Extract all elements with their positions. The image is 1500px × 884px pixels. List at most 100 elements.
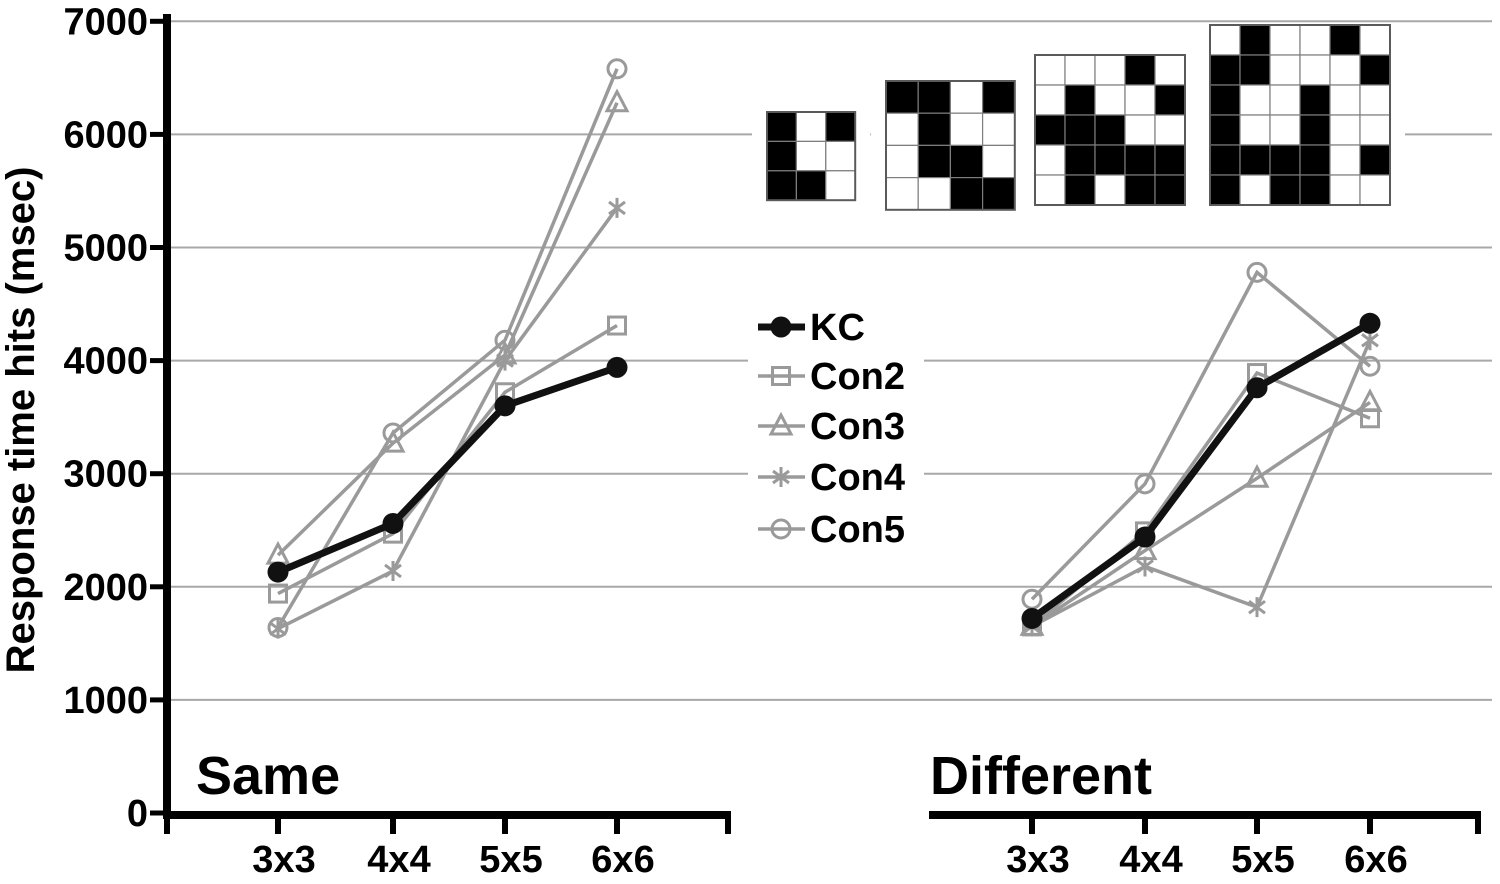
- x-axis-panel-1: [929, 811, 1481, 819]
- marker-Con5-4x4: [382, 422, 404, 444]
- stimulus-cell: [1064, 54, 1096, 86]
- y-tick-4000: [150, 358, 163, 364]
- legend-entry-Con5: Con5: [758, 509, 905, 551]
- stimulus-grid-3x3-checkerboard: [766, 111, 857, 202]
- stimulus-grid-6x6-checkerboard: [1209, 24, 1391, 206]
- stimulus-cell: [949, 80, 984, 114]
- stimulus-cell: [1209, 174, 1241, 206]
- stimulus-cell: [1154, 144, 1186, 176]
- legend-background: [748, 302, 924, 554]
- marker-Con4-6x6: [608, 197, 626, 218]
- stimulus-cell: [1269, 174, 1301, 206]
- stimulus-cell: [1034, 84, 1066, 116]
- marker-Con4-4x4: [384, 560, 402, 581]
- x-tick-label-3x3-panel-1: 3x3: [1006, 839, 1069, 879]
- legend-entry-Con4: Con4: [758, 457, 905, 499]
- stimulus-cell: [1124, 84, 1156, 116]
- stimulus-cell: [949, 177, 984, 211]
- stimulus-cell: [1154, 54, 1186, 86]
- stimulus-cell: [1359, 84, 1391, 116]
- marker-Con4-4x4: [1136, 556, 1154, 577]
- legend-entry-KC: KC: [758, 307, 865, 349]
- x-axis-panel-0: [164, 811, 731, 819]
- stimulus-cell: [1299, 144, 1331, 176]
- marker-KC-3x3: [267, 561, 289, 583]
- series-line-Con3: [276, 102, 619, 557]
- stimulus-cell: [1239, 174, 1271, 206]
- marker-Con4-5x5: [496, 350, 514, 371]
- stimulus-cell: [1269, 24, 1301, 56]
- stimulus-cell: [795, 170, 827, 201]
- x-tick: [164, 819, 170, 834]
- stimulus-cell: [1124, 144, 1156, 176]
- stimulus-cell: [949, 112, 984, 146]
- stimulus-cell: [1239, 114, 1271, 146]
- stimulus-cell: [795, 111, 827, 142]
- stimulus-cell: [981, 112, 1016, 146]
- series-Con4-different: [1023, 330, 1379, 637]
- stimulus-cell: [1269, 144, 1301, 176]
- marker-Con2-3x3: [268, 583, 288, 604]
- stimulus-border: [766, 111, 857, 202]
- stimulus-cell: [1299, 54, 1331, 86]
- series-line-Con3: [1031, 400, 1371, 628]
- stimulus-cell: [1034, 114, 1066, 146]
- stimulus-cell: [885, 80, 919, 114]
- y-tick-1000: [150, 697, 163, 703]
- series-line-Con5: [1030, 269, 1372, 601]
- marker-Con5-3x3: [267, 617, 289, 639]
- legend-marker-Con2: [771, 366, 791, 386]
- marker-Con3-5x5: [1244, 464, 1270, 488]
- stimulus-cell: [1209, 84, 1241, 116]
- x-tick-label-5x5-panel-0: 5x5: [479, 839, 542, 879]
- stimulus-cell: [981, 80, 1016, 114]
- x-tick: [1475, 819, 1481, 834]
- stimulus-cell: [917, 80, 952, 114]
- stimulus-cell: [1094, 144, 1126, 176]
- stimulus-cell: [1359, 24, 1391, 56]
- stimulus-cell: [1359, 144, 1391, 176]
- y-axis-line: [163, 14, 171, 819]
- marker-Con5-6x6: [1359, 355, 1381, 377]
- y-tick-label-1000: 1000: [63, 680, 148, 722]
- x-tick: [614, 819, 620, 834]
- series-Con4-same: [269, 197, 626, 639]
- y-tick-5000: [150, 245, 163, 250]
- x-tick-label-6x6-panel-0: 6x6: [591, 839, 654, 879]
- marker-KC-3x3: [1021, 607, 1043, 629]
- x-tick: [1142, 819, 1148, 834]
- stimulus-cell: [1329, 84, 1361, 116]
- stimulus-grid-5x5-checkerboard: [1034, 54, 1186, 206]
- series-Con5-same: [267, 58, 628, 639]
- stimulus-cell: [949, 144, 984, 179]
- y-axis-title: Response time hits (msec): [0, 167, 43, 674]
- stimulus-cell: [1359, 54, 1391, 86]
- stimulus-cell: [1064, 84, 1096, 116]
- stimulus-cell: [1359, 114, 1391, 146]
- stimulus-cell: [1299, 174, 1331, 206]
- x-tick: [1029, 819, 1035, 834]
- y-tick-6000: [150, 131, 163, 137]
- stimulus-cell: [1329, 144, 1361, 176]
- stimulus-cell: [1064, 174, 1096, 206]
- stimulus-cell: [825, 170, 856, 201]
- marker-Con3-6x6: [1357, 388, 1383, 412]
- x-tick: [390, 819, 396, 834]
- series-line-KC: [1029, 320, 1372, 622]
- x-tick: [275, 819, 281, 834]
- stimulus-border: [1034, 54, 1186, 206]
- stimulus-cell: [1209, 24, 1241, 56]
- marker-KC-6x6: [1359, 312, 1381, 334]
- y-tick-label-3000: 3000: [63, 454, 148, 496]
- stimulus-cell: [1154, 174, 1186, 206]
- series-KC-different: [1021, 312, 1381, 629]
- y-tick-label-4000: 4000: [63, 341, 148, 383]
- x-tick: [1254, 819, 1260, 834]
- x-tick: [1367, 819, 1373, 834]
- stimulus-cell: [1239, 84, 1271, 116]
- stimulus-cell: [885, 144, 919, 179]
- stimulus-cell: [1329, 24, 1361, 56]
- marker-Con4-5x5: [1248, 597, 1266, 618]
